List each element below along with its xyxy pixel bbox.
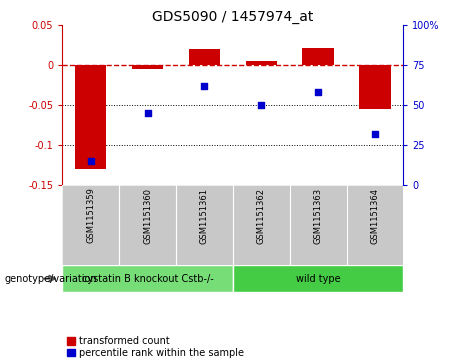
Point: [201, 83, 208, 89]
Text: GSM1151363: GSM1151363: [313, 188, 323, 244]
Bar: [302, 48, 334, 65]
Point: [371, 131, 378, 137]
Bar: [75, 65, 106, 169]
Legend: transformed count, percentile rank within the sample: transformed count, percentile rank withi…: [67, 336, 244, 358]
Point: [258, 102, 265, 108]
Text: wild type: wild type: [296, 274, 340, 284]
Point: [314, 90, 322, 95]
Text: GSM1151360: GSM1151360: [143, 188, 152, 244]
Bar: [189, 49, 220, 65]
Bar: [246, 61, 277, 65]
Bar: [132, 65, 163, 69]
Point: [144, 110, 151, 116]
Text: GSM1151362: GSM1151362: [257, 188, 266, 244]
Bar: [359, 65, 390, 109]
Bar: [62, 265, 233, 292]
Text: genotype/variation: genotype/variation: [5, 274, 97, 284]
Text: cystatin B knockout Cstb-/-: cystatin B knockout Cstb-/-: [82, 274, 213, 284]
Title: GDS5090 / 1457974_at: GDS5090 / 1457974_at: [152, 11, 313, 24]
Point: [87, 158, 95, 164]
Text: GSM1151364: GSM1151364: [371, 188, 379, 244]
Text: GSM1151361: GSM1151361: [200, 188, 209, 244]
Bar: [233, 265, 403, 292]
Text: GSM1151359: GSM1151359: [86, 188, 95, 244]
